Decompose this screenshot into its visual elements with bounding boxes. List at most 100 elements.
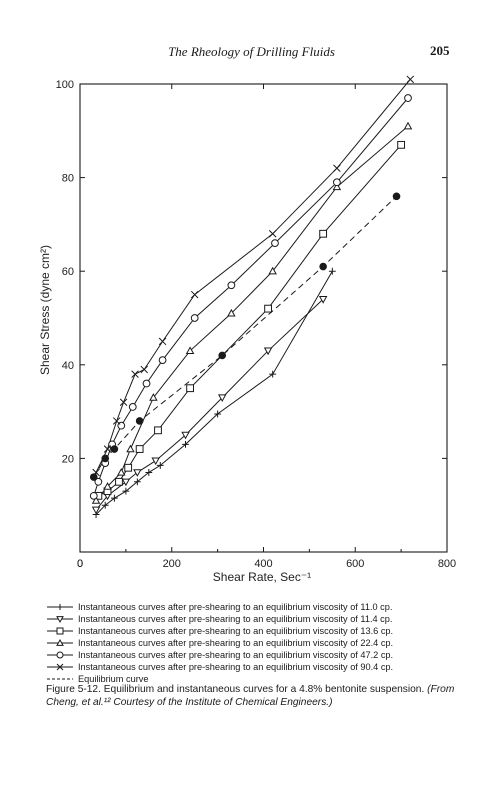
series-line-3 [95, 125, 409, 501]
data-point [156, 462, 164, 469]
x-tick-label: 600 [346, 558, 364, 570]
data-point [263, 347, 273, 356]
data-point [319, 262, 327, 271]
legend-swatch [47, 627, 73, 635]
legend-item: Instantaneous curves after pre-shearing … [46, 601, 466, 613]
data-point [101, 501, 109, 509]
legend-label: Instantaneous curves after pre-shearing … [78, 650, 394, 660]
y-tick-label: 40 [62, 360, 74, 372]
x-axis-title: Shear Rate, Sec⁻¹ [213, 570, 311, 584]
data-point [264, 304, 272, 313]
legend-item: Instantaneous curves after pre-shearing … [46, 637, 466, 649]
legend-label: Instantaneous curves after pre-shearing … [78, 602, 393, 612]
caption-source: (From Cheng, et al.¹² Courtesy of the In… [46, 684, 455, 708]
legend-marker [56, 663, 64, 671]
data-point [158, 356, 167, 365]
data-point [103, 482, 112, 490]
data-point [131, 370, 139, 378]
data-point [94, 477, 103, 486]
caption-text: Figure 5-12. Equilibrium and instantaneo… [46, 684, 425, 695]
legend-item: Equilibrium curve [46, 673, 466, 685]
data-point [404, 94, 412, 102]
data-point [89, 491, 98, 500]
data-point [111, 494, 118, 502]
x-tick-label: 0 [77, 558, 83, 570]
data-point [190, 314, 199, 322]
legend-label: Equilibrium curve [78, 674, 149, 684]
legend-swatch [47, 651, 73, 659]
legend-item: Instantaneous curves after pre-shearing … [46, 649, 466, 661]
legend-label: Instantaneous curves after pre-shearing … [78, 638, 394, 648]
data-point [128, 403, 137, 411]
data-point [214, 410, 222, 418]
data-point [124, 463, 133, 472]
data-point [182, 440, 189, 448]
data-point [318, 296, 328, 304]
data-point [227, 281, 236, 290]
data-point [112, 417, 121, 425]
data-point [217, 394, 227, 402]
data-point [403, 121, 413, 130]
data-point [121, 478, 131, 487]
legend-marker [56, 638, 64, 646]
data-point [119, 398, 128, 406]
series-line-5 [95, 78, 411, 473]
legend-marker [56, 627, 64, 635]
y-axis-title: Shear Stress (dyne cm²) [38, 245, 52, 375]
x-tick-label: 400 [254, 558, 272, 570]
legend-marker [56, 616, 64, 624]
data-point [133, 469, 142, 477]
data-point [268, 230, 277, 238]
legend-item: Instantaneous curves after pre-shearing … [46, 625, 466, 637]
y-tick-label: 60 [62, 266, 74, 278]
data-point [181, 431, 190, 440]
data-point [135, 445, 144, 453]
y-tick-label: 20 [62, 453, 74, 465]
legend-swatch [47, 638, 73, 646]
data-point [101, 454, 110, 463]
data-point [319, 229, 328, 238]
data-point [145, 469, 153, 476]
legend-item: Instantaneous curves after pre-shearing … [46, 613, 466, 625]
data-point [227, 308, 236, 317]
x-tick-label: 200 [163, 558, 181, 570]
data-point [271, 239, 279, 248]
y-tick-label: 80 [62, 173, 74, 185]
data-point [333, 178, 341, 187]
legend-swatch [47, 678, 73, 680]
x-tick-label-origin: 0 [77, 558, 83, 570]
data-point [91, 506, 101, 515]
data-point [158, 337, 167, 346]
legend-label: Instantaneous curves after pre-shearing … [78, 662, 394, 672]
data-point [117, 468, 126, 476]
data-point [332, 182, 342, 191]
data-point [154, 426, 162, 435]
data-point [149, 393, 158, 401]
data-point [122, 487, 130, 495]
data-point [115, 477, 123, 486]
data-point [89, 473, 98, 481]
figure-caption: Figure 5-12. Equilibrium and instantaneo… [46, 683, 461, 709]
x-tick-label: 800 [438, 558, 456, 570]
series-line-0 [95, 270, 333, 515]
data-point [140, 365, 148, 374]
axis-ticks [79, 83, 448, 552]
data-point [186, 384, 194, 393]
data-point [110, 445, 119, 453]
data-point [392, 192, 401, 201]
data-point [142, 379, 151, 388]
running-title: The Rheology of Drilling Fluids [168, 44, 335, 59]
legend: Instantaneous curves after pre-shearing … [46, 601, 466, 685]
data-point [135, 417, 144, 425]
series-points [89, 75, 415, 518]
series-line-4 [93, 97, 409, 496]
data-point [269, 370, 277, 378]
data-point [328, 267, 336, 275]
data-point [103, 445, 112, 453]
data-point [126, 444, 135, 453]
data-point [151, 457, 160, 466]
legend-label: Instantaneous curves after pre-shearing … [78, 626, 394, 636]
data-point [406, 75, 415, 84]
